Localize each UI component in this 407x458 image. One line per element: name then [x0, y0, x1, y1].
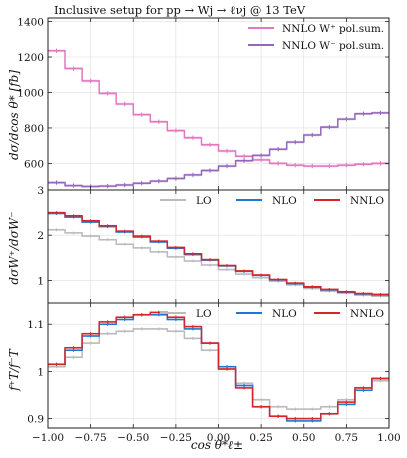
x-tick-label: 0.50: [292, 432, 315, 444]
y-tick-label: 1: [37, 275, 44, 287]
y-tick-label: 1: [37, 366, 44, 378]
legend: LO NLO NNLO: [160, 308, 384, 320]
legend-label: LO: [196, 195, 212, 207]
legend-label: NNLO: [350, 308, 384, 320]
x-tick-label: −1.00: [32, 432, 64, 444]
legend: NNLO W⁺ pol.sum. NNLO W⁻ pol.sum.: [248, 23, 384, 52]
y-tick-label: 3: [37, 185, 44, 197]
x-tick-label: −0.25: [160, 432, 192, 444]
legend-label: NNLO W⁺ pol.sum.: [282, 23, 384, 35]
y-axis-label-bottom: f⁺T/f⁻T: [7, 348, 21, 392]
x-tick-label: −0.75: [75, 432, 107, 444]
y-axis-label-middle: dσW⁺/dσW⁻: [7, 211, 21, 284]
y-tick-label: 2: [37, 230, 44, 242]
legend-label: NNLO W⁻ pol.sum.: [282, 40, 384, 52]
series-line: [48, 311, 389, 420]
legend-label: NLO: [272, 195, 297, 207]
chart-title: Inclusive setup for pp → Wj → ℓνj @ 13 T…: [54, 3, 306, 17]
series-line: [48, 211, 389, 296]
x-tick-label: 0.75: [335, 432, 358, 444]
y-tick-label: 600: [24, 158, 44, 170]
y-tick-label: 800: [24, 123, 44, 135]
series-nnlo: [48, 310, 389, 421]
x-axis-label: cos θ*ℓ±: [191, 438, 243, 452]
series-line: [48, 112, 389, 188]
series-nnlo: [48, 211, 389, 296]
x-tick-label: 0.00: [207, 432, 230, 444]
series-lo: [48, 327, 389, 411]
legend-label: NNLO: [350, 195, 384, 207]
x-tick-label: 1.00: [377, 432, 400, 444]
panel-ratio-w-plus-w-minus: 1 2 3 LO NLO NNLO: [37, 185, 390, 304]
x-tick-label: 0.25: [249, 432, 272, 444]
y-tick-label: 1000: [17, 87, 44, 99]
x-tick-label: −0.50: [117, 432, 149, 444]
legend: LO NLO NNLO: [160, 195, 384, 207]
legend-label: NLO: [272, 308, 297, 320]
y-tick-label: 1.1: [27, 319, 44, 331]
y-axis-label-top: dσ/dcos θ* [fb]: [7, 70, 21, 160]
y-tick-label: 1200: [17, 52, 44, 64]
panel-polarization-ratio: 0.9 1 1.1 −1.00 −0.75 −0.50 −0.25 0.00 0.25 0.50 0…: [27, 302, 401, 444]
y-tick-label: 1400: [17, 17, 44, 29]
legend-label: LO: [196, 308, 212, 320]
series-nnlo-w-pol-sum-: [48, 48, 389, 169]
y-tick-label: 0.9: [27, 414, 44, 426]
series-line: [48, 50, 389, 167]
